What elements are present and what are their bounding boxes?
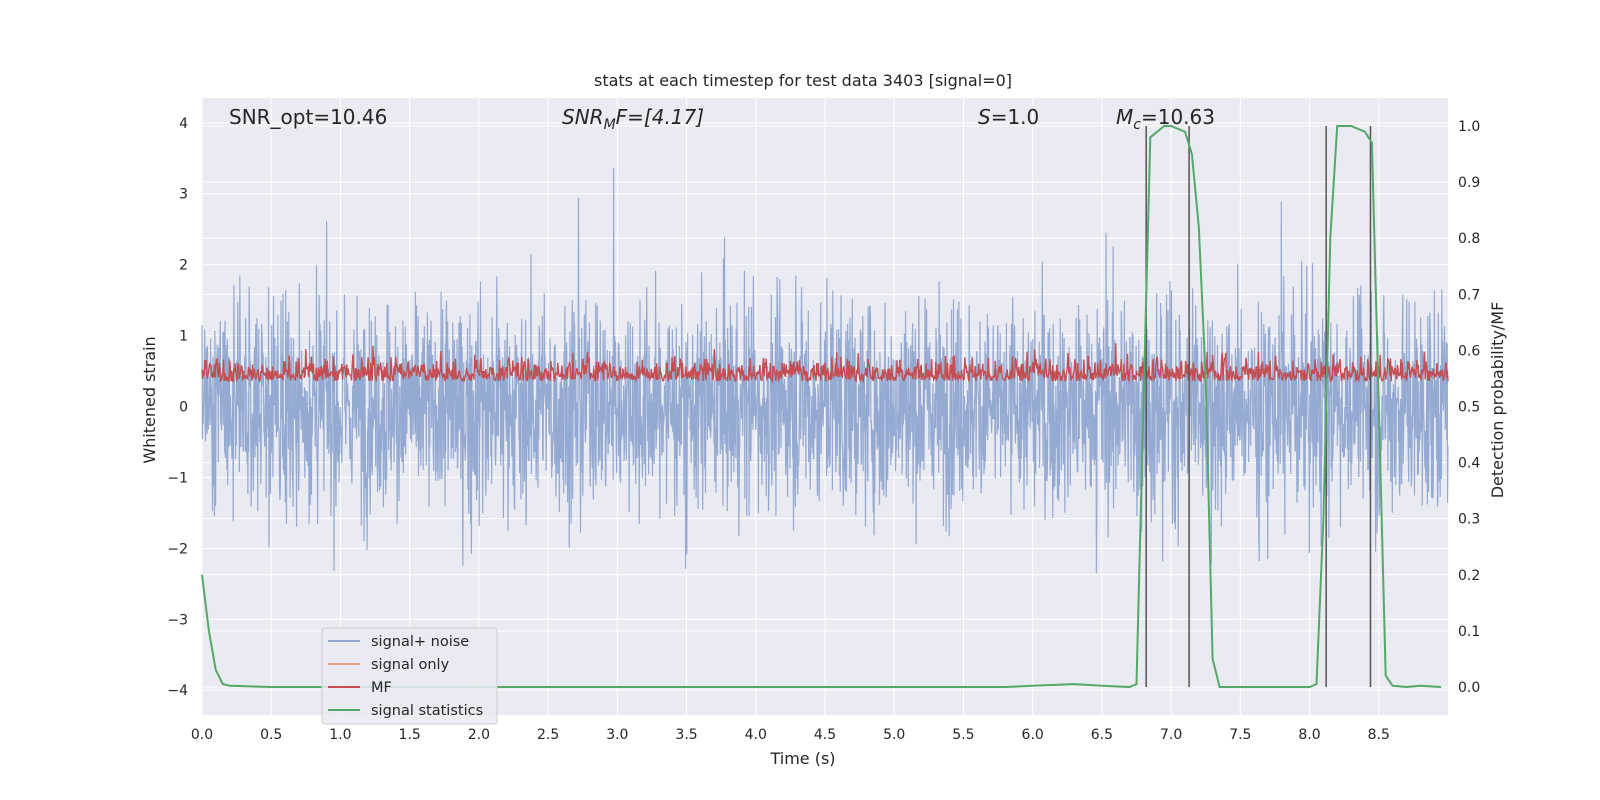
x-tick-label: 0.5 bbox=[260, 727, 282, 743]
x-tick-label: 4.5 bbox=[814, 727, 836, 743]
y-left-tick-label: −1 bbox=[167, 470, 188, 486]
y-right-tick-label: 0.6 bbox=[1458, 343, 1480, 359]
y-right-tick-label: 0.4 bbox=[1458, 456, 1480, 472]
y-left-tick-label: 2 bbox=[179, 258, 188, 274]
signal-noise-line bbox=[201, 167, 1449, 574]
x-tick-label: 1.0 bbox=[329, 727, 351, 743]
series-mf bbox=[201, 343, 1449, 384]
y-left-tick-label: 3 bbox=[179, 187, 188, 203]
y-left-tick-label: 1 bbox=[179, 329, 188, 345]
series-signal-noise bbox=[201, 167, 1449, 574]
x-tick-label: 6.0 bbox=[1022, 727, 1044, 743]
x-tick-label: 2.0 bbox=[468, 727, 490, 743]
y-left-axis-label: Whitened strain bbox=[140, 336, 159, 463]
x-tick-label: 6.5 bbox=[1091, 727, 1113, 743]
y-left-tick-label: −4 bbox=[167, 683, 188, 699]
y-right-tick-label: 0.5 bbox=[1458, 400, 1480, 416]
legend-label-signal-statistics: signal statistics bbox=[371, 703, 483, 719]
y-right-tick-label: 0.2 bbox=[1458, 568, 1480, 584]
signal-statistics-line bbox=[201, 125, 1442, 689]
annotation-mc: Mc=10.63 bbox=[1116, 105, 1215, 133]
y-right-axis-label: Detection probability/MF bbox=[1488, 302, 1507, 499]
y-left-tick-label: −2 bbox=[167, 541, 188, 557]
x-tick-label: 5.0 bbox=[883, 727, 905, 743]
x-tick-label: 1.5 bbox=[399, 727, 421, 743]
x-tick-label: 7.5 bbox=[1229, 727, 1251, 743]
legend-label-signal-noise: signal+ noise bbox=[371, 634, 469, 650]
annotation-snr-mf: SNRMF=[4.17] bbox=[562, 105, 704, 133]
y-left-tick-label: 0 bbox=[179, 400, 188, 416]
y-right-tick-label: 0.7 bbox=[1458, 287, 1480, 303]
chart-title: stats at each timestep for test data 340… bbox=[594, 71, 1012, 90]
legend-label-mf: MF bbox=[371, 680, 392, 696]
annotation-snr-opt: SNR_opt=10.46 bbox=[229, 105, 387, 129]
x-tick-label: 5.5 bbox=[952, 727, 974, 743]
x-tick-label: 2.5 bbox=[537, 727, 559, 743]
x-tick-label: 4.0 bbox=[745, 727, 767, 743]
y-left-tick-labels: 4 3 2 1 0 −1 −2 −3 −4 bbox=[167, 116, 188, 699]
y-right-tick-label: 0.8 bbox=[1458, 231, 1480, 247]
x-tick-label: 8.5 bbox=[1368, 727, 1390, 743]
mf-line bbox=[201, 343, 1449, 384]
y-right-tick-label: 0.9 bbox=[1458, 175, 1480, 191]
y-left-tick-label: 4 bbox=[179, 116, 188, 132]
annotation-s: S=1.0 bbox=[978, 105, 1039, 129]
y-right-tick-label: 1.0 bbox=[1458, 119, 1480, 135]
legend: signal+ noise signal only MF signal stat… bbox=[321, 627, 498, 725]
x-tick-label: 0.0 bbox=[191, 727, 213, 743]
legend-label-signal-only: signal only bbox=[371, 657, 450, 673]
y-right-tick-label: 0.3 bbox=[1458, 512, 1480, 528]
x-tick-label: 3.0 bbox=[606, 727, 628, 743]
y-right-tick-label: 0.1 bbox=[1458, 624, 1480, 640]
x-tick-labels: 0.0 0.5 1.0 1.5 2.0 2.5 3.0 3.5 4.0 4.5 5.0 5.5 6.0 6… bbox=[191, 727, 1390, 743]
y-right-tick-label: 0.0 bbox=[1458, 680, 1480, 696]
x-tick-label: 8.0 bbox=[1298, 727, 1320, 743]
series-signal-statistics bbox=[201, 125, 1442, 689]
x-tick-label: 7.0 bbox=[1160, 727, 1182, 743]
x-tick-label: 3.5 bbox=[675, 727, 697, 743]
x-axis-label: Time (s) bbox=[769, 749, 835, 768]
y-right-tick-labels: 1.0 0.9 0.8 0.7 0.6 0.5 0.4 0.3 0.2 0.1 0.0 bbox=[1458, 119, 1480, 696]
y-left-tick-label: −3 bbox=[167, 612, 188, 628]
legend-box bbox=[321, 627, 498, 725]
